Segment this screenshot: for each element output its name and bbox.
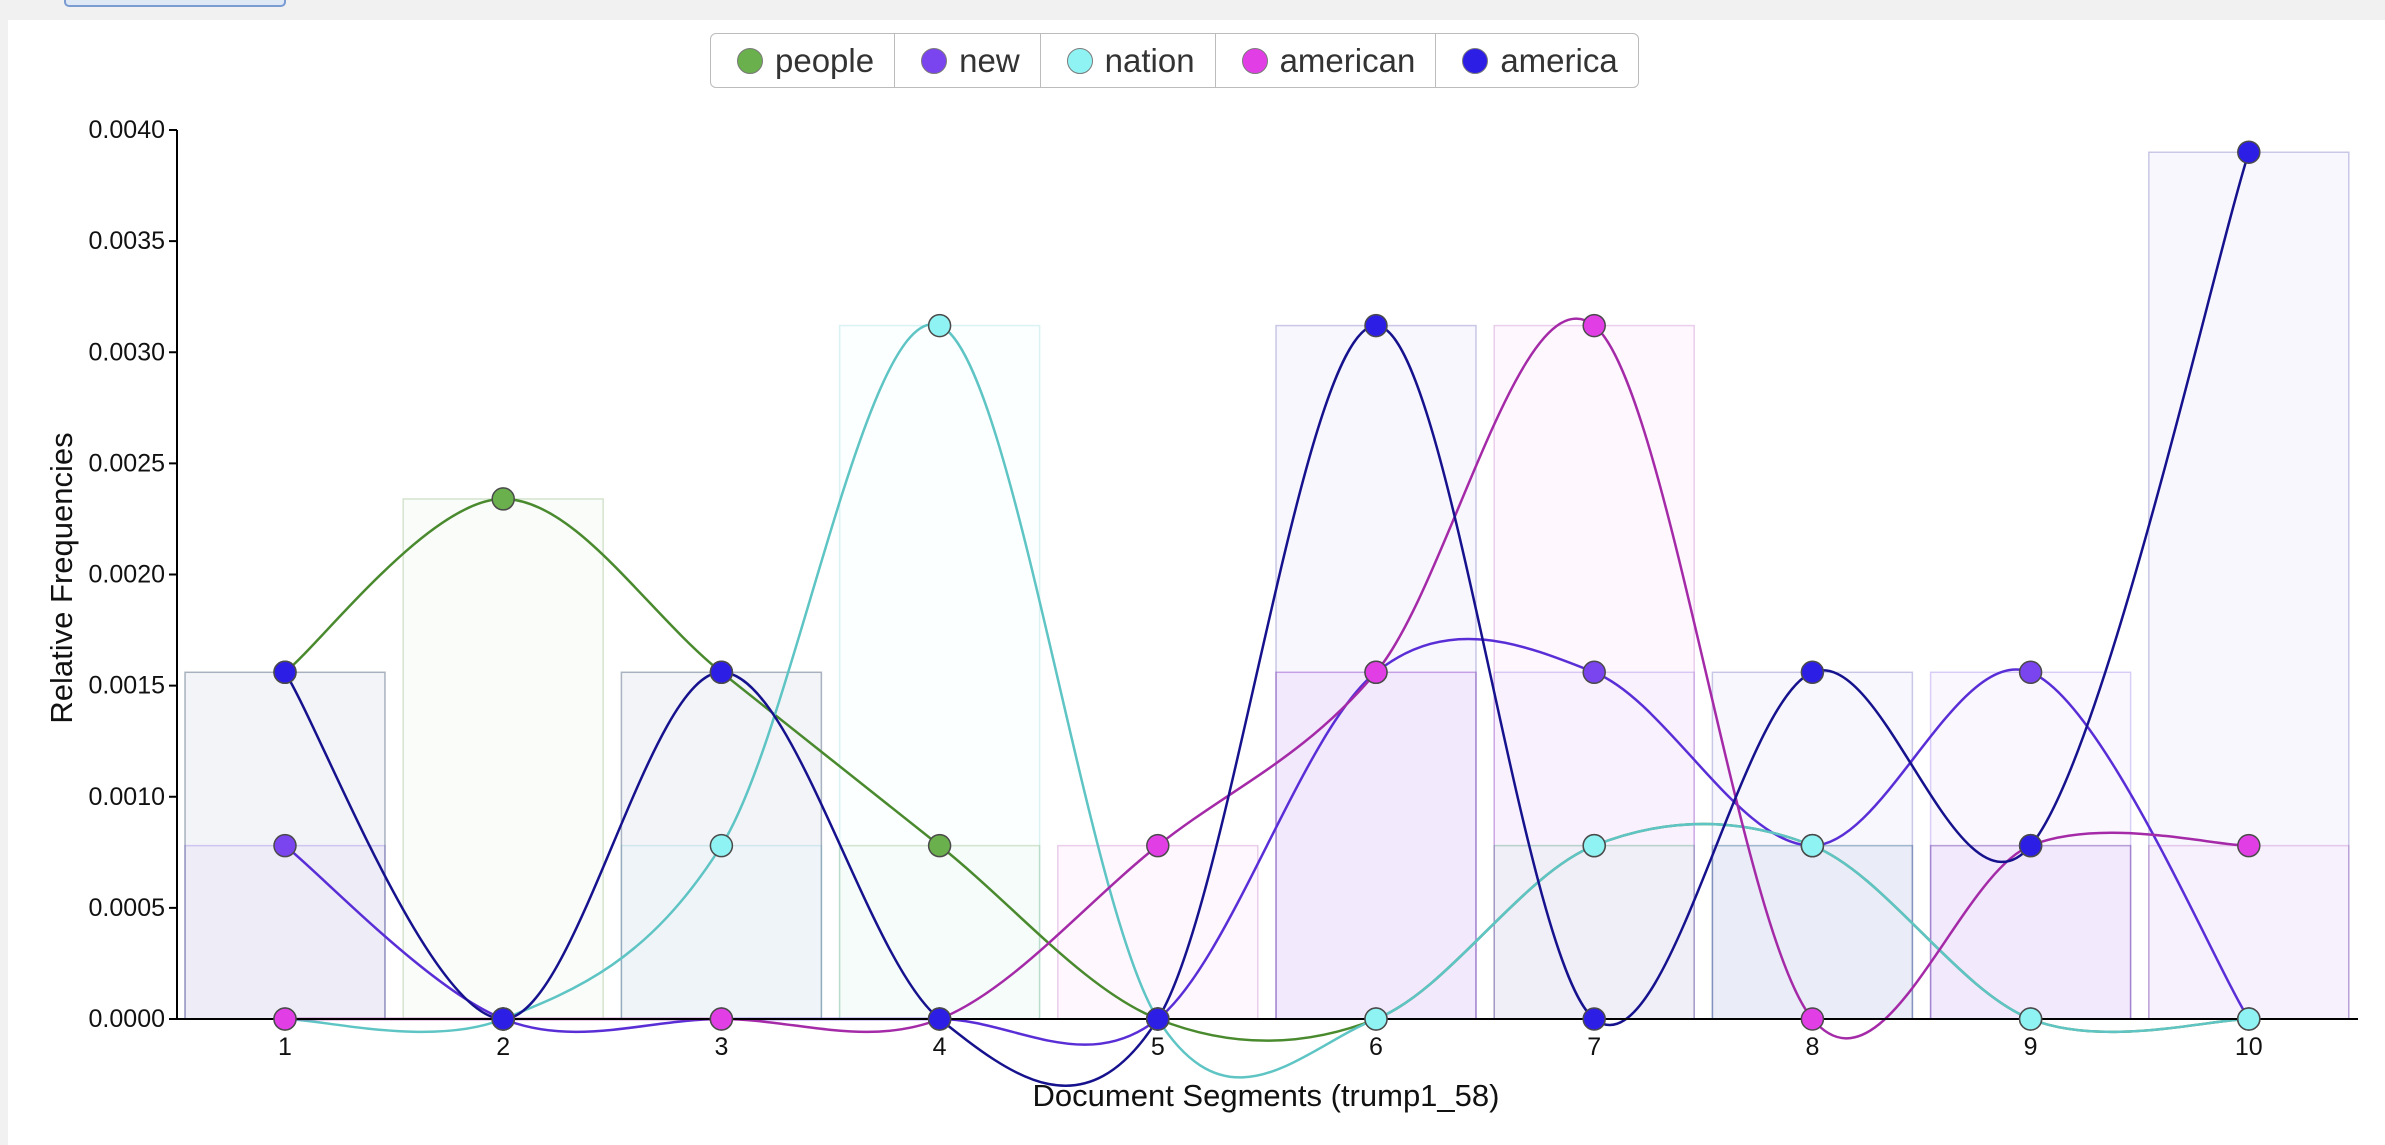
x-axis-title: Document Segments (trump1_58) <box>1033 1078 1500 1113</box>
point-nation[interactable] <box>1582 833 1606 858</box>
point-american[interactable] <box>2237 833 2261 858</box>
legend-item-america[interactable]: america <box>1436 34 1637 87</box>
point-people[interactable] <box>491 487 515 511</box>
y-axis-title: Relative Frequencies <box>44 432 79 723</box>
legend-item-new[interactable]: new <box>895 34 1041 87</box>
legend-label: american <box>1279 41 1416 79</box>
point-new[interactable] <box>2018 660 2043 685</box>
y-tick-label: 0.0005 <box>89 894 165 922</box>
x-tick-label: 5 <box>1151 1033 1165 1061</box>
axes-layer: Document Segments (trump1_58) Relative F… <box>44 116 2358 1113</box>
x-tick-label: 2 <box>496 1033 510 1061</box>
legend-swatch <box>1462 47 1489 74</box>
point-america[interactable] <box>273 660 297 685</box>
legend-swatch <box>1066 47 1093 74</box>
point-nation[interactable] <box>1364 1007 1388 1031</box>
point-nation[interactable] <box>2237 1007 2261 1031</box>
x-tick-label: 9 <box>2024 1033 2038 1061</box>
x-tick-label: 10 <box>2235 1033 2263 1061</box>
y-tick-label: 0.0030 <box>89 338 165 366</box>
legend-label: nation <box>1104 41 1195 79</box>
point-america[interactable] <box>1582 1007 1606 1031</box>
legend-item-american[interactable]: american <box>1216 34 1437 87</box>
top-strip <box>0 0 2385 20</box>
y-tick-label: 0.0025 <box>89 449 165 477</box>
point-america[interactable] <box>1146 1007 1170 1031</box>
line-new <box>284 637 2250 1046</box>
legend: people new nation american america <box>710 33 1639 88</box>
point-american[interactable] <box>1364 660 1388 685</box>
point-america[interactable] <box>1364 313 1388 338</box>
x-tick-label: 8 <box>1805 1033 1819 1061</box>
y-tick-label: 0.0015 <box>89 672 165 700</box>
point-american[interactable] <box>709 1007 734 1031</box>
y-tick-label: 0.0000 <box>89 1005 165 1033</box>
bar-american <box>1057 844 1259 1020</box>
point-nation[interactable] <box>1800 833 1825 858</box>
legend-swatch <box>1241 47 1268 74</box>
y-tick-label: 0.0040 <box>89 116 165 144</box>
point-new[interactable] <box>273 833 297 858</box>
point-nation[interactable] <box>709 833 734 858</box>
chart-panel <box>8 20 2385 1145</box>
dots-layer <box>273 140 2261 1031</box>
legend-label: america <box>1500 41 1618 79</box>
legend-item-nation[interactable]: nation <box>1041 34 1216 87</box>
point-america[interactable] <box>709 660 734 685</box>
point-america[interactable] <box>2237 140 2261 164</box>
point-new[interactable] <box>1582 660 1606 685</box>
y-tick-label: 0.0020 <box>89 561 165 589</box>
point-american[interactable] <box>273 1007 297 1031</box>
y-tick-label: 0.0035 <box>89 227 165 255</box>
bar-people <box>402 498 604 1020</box>
legend-swatch <box>737 47 763 74</box>
top-tab[interactable] <box>64 0 286 7</box>
point-america[interactable] <box>2018 833 2043 858</box>
point-american[interactable] <box>1582 313 1606 338</box>
x-tick-label: 3 <box>714 1033 728 1061</box>
x-tick-label: 4 <box>933 1033 947 1061</box>
point-nation[interactable] <box>927 313 952 338</box>
legend-label: new <box>959 41 1020 79</box>
legend-item-people[interactable]: people <box>711 34 896 87</box>
bar-nation <box>838 324 1041 1020</box>
y-tick-label: 0.0010 <box>89 783 165 811</box>
point-american[interactable] <box>1146 833 1170 858</box>
point-people[interactable] <box>927 833 952 858</box>
point-america[interactable] <box>927 1007 952 1031</box>
bars-layer <box>184 151 2350 1020</box>
legend-swatch <box>921 47 948 74</box>
point-america[interactable] <box>491 1007 515 1031</box>
point-america[interactable] <box>1800 660 1825 685</box>
point-american[interactable] <box>1800 1007 1825 1031</box>
x-tick-label: 1 <box>278 1033 292 1061</box>
x-tick-label: 7 <box>1587 1033 1601 1061</box>
point-nation[interactable] <box>2018 1007 2043 1031</box>
x-tick-label: 6 <box>1369 1033 1383 1061</box>
line-america <box>283 151 2250 1087</box>
bar-america <box>2148 151 2350 1020</box>
legend-label: people <box>775 41 875 79</box>
bar-america <box>1929 844 2132 1020</box>
